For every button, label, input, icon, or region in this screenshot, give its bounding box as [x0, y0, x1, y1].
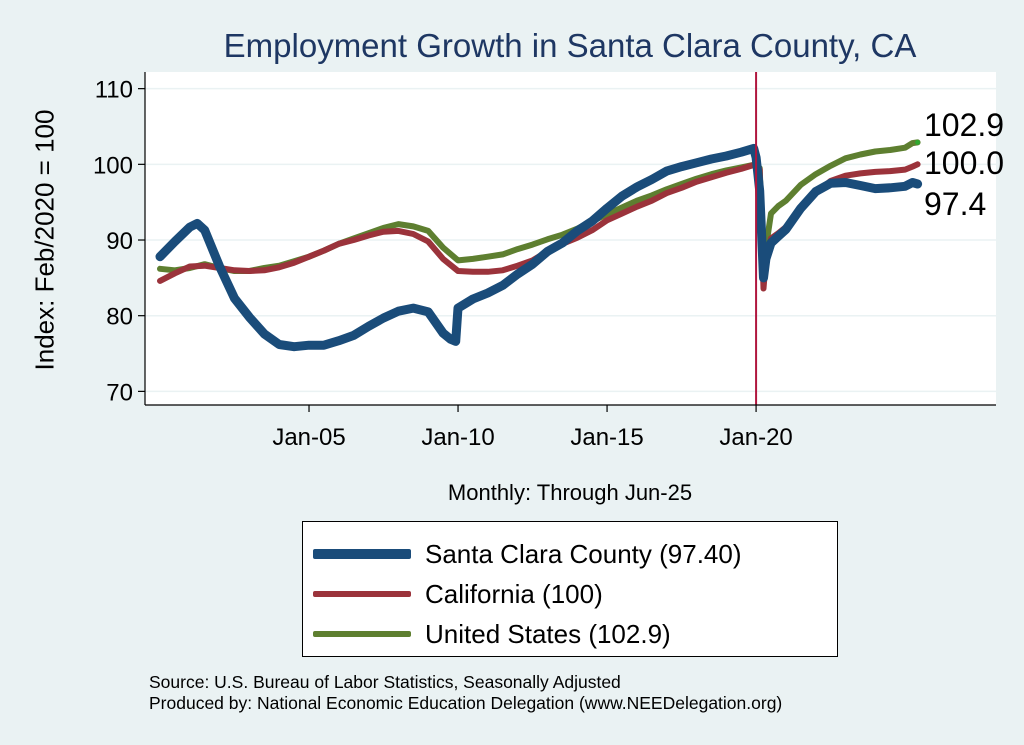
y-tick-label-70: 70 — [106, 379, 133, 406]
x-tick-label-Jan-10: Jan-10 — [421, 424, 494, 451]
source-note: Source: U.S. Bureau of Labor Statistics,… — [149, 672, 782, 714]
series-layer — [155, 139, 923, 352]
end-label-santa-clara-county: 97.4 — [924, 186, 986, 222]
series-line-santa-clara-county — [155, 143, 923, 352]
chart-title: Employment Growth in Santa Clara County,… — [223, 27, 917, 64]
legend-item-santa-clara: Santa Clara County (97.40) — [313, 534, 742, 574]
source-line: Source: U.S. Bureau of Labor Statistics,… — [149, 672, 621, 692]
legend-label-united-states: United States (102.9) — [425, 618, 671, 649]
legend: Santa Clara County (97.40) California (1… — [302, 521, 838, 657]
x-axis-ticks: Jan-05 Jan-10 Jan-15 Jan-20 — [272, 405, 793, 451]
x-tick-label-Jan-05: Jan-05 — [272, 424, 345, 451]
legend-swatch-santa-clara — [313, 549, 411, 559]
x-tick-label-Jan-20: Jan-20 — [719, 424, 792, 451]
legend-label-california: California (100) — [425, 578, 603, 609]
y-tick-label-90: 90 — [106, 228, 133, 255]
legend-item-california: California (100) — [313, 574, 603, 614]
legend-item-united-states: United States (102.9) — [313, 614, 671, 654]
x-axis-note: Monthly: Through Jun-25 — [447, 480, 693, 505]
legend-swatch-california — [313, 591, 411, 597]
y-tick-label-110: 110 — [95, 77, 133, 104]
legend-label-santa-clara: Santa Clara County (97.40) — [425, 538, 742, 569]
end-label-united-states: 102.9 — [924, 107, 1004, 143]
y-tick-label-80: 80 — [106, 304, 133, 331]
x-tick-label-Jan-15: Jan-15 — [570, 424, 643, 451]
end-label-california: 100.0 — [924, 145, 1004, 181]
produced-by-line: Produced by: National Economic Education… — [149, 693, 783, 713]
y-tick-label-100: 100 — [93, 152, 133, 179]
legend-swatch-united-states — [313, 631, 411, 637]
united-states-end-point — [915, 139, 921, 145]
y-axis-ticks: 70 80 90 100 110 — [93, 77, 145, 406]
